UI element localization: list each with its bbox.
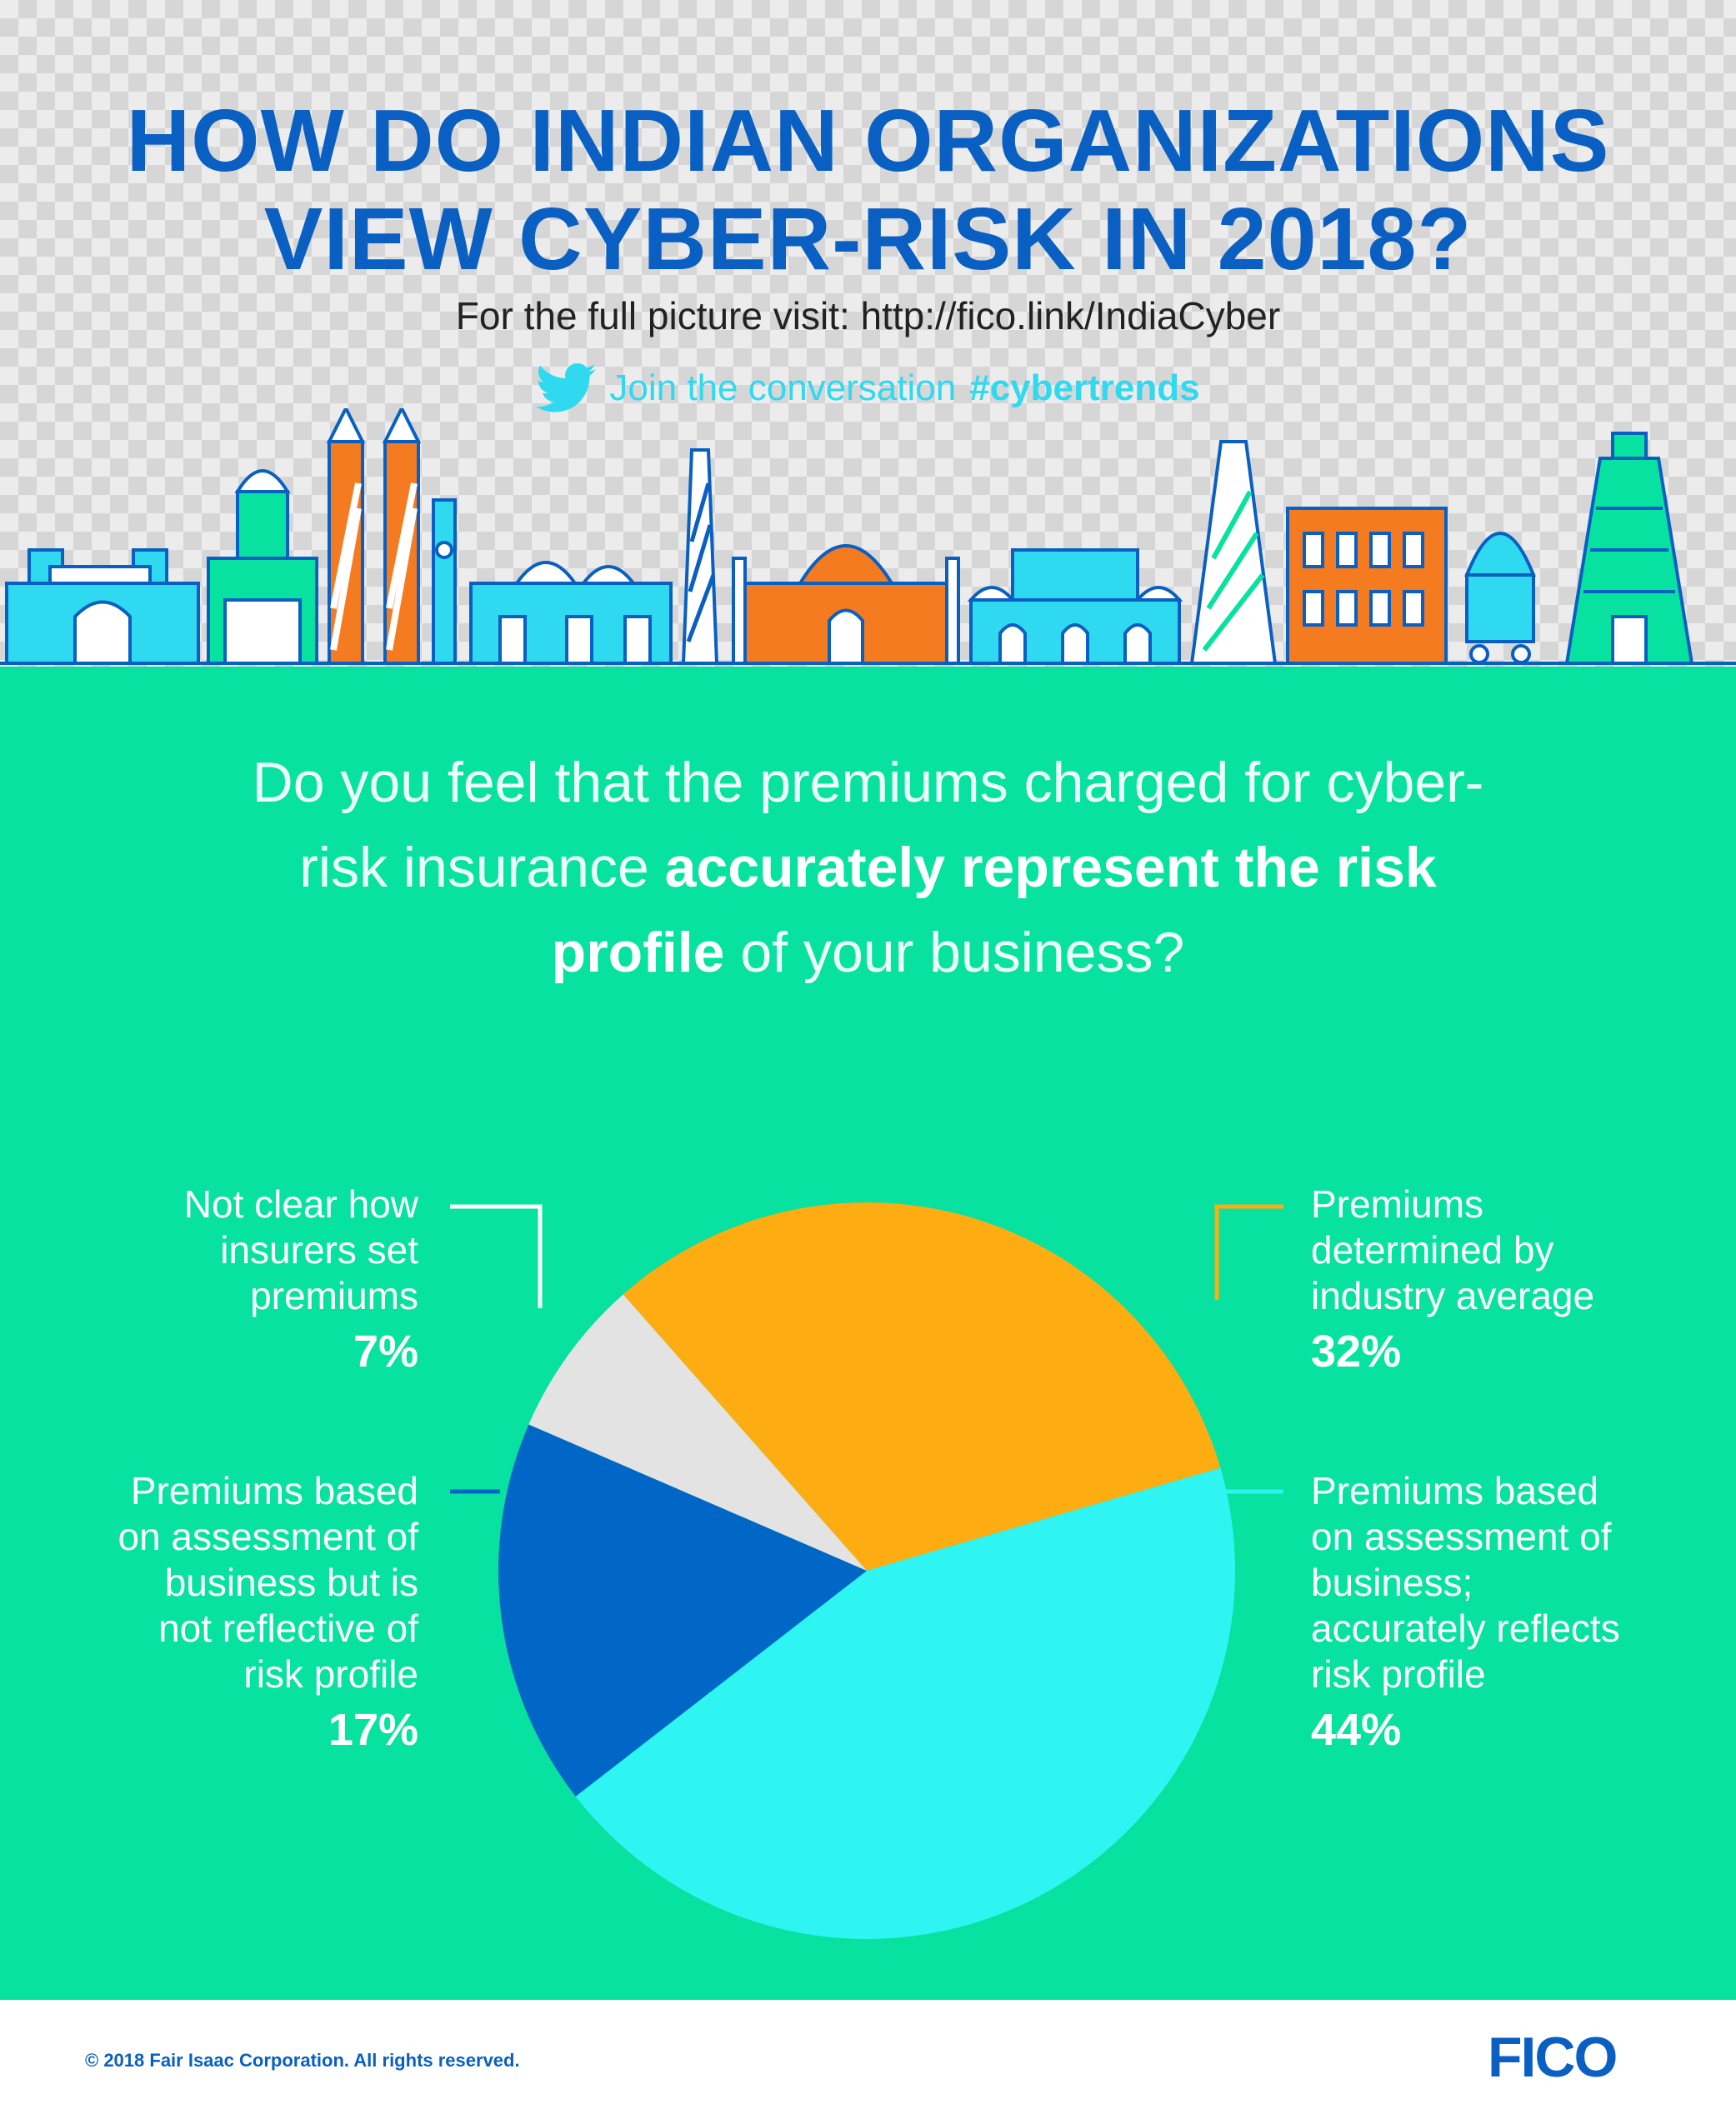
- question-part-1: Do you feel that the premiums charged fo…: [252, 751, 1484, 899]
- lattice-tower-icon: [1189, 440, 1278, 665]
- pie-slice-not-clear: [528, 1294, 867, 1571]
- gateway-of-india-icon: [5, 548, 200, 665]
- footer: © 2018 Fair Isaac Corporation. All right…: [0, 2000, 1736, 2109]
- page-title: HOW DO INDIAN ORGANIZATIONS VIEW CYBER-R…: [0, 92, 1736, 288]
- label-not-clear: Not clear how insurers set premiums 7%: [83, 1182, 418, 1381]
- label-not-reflective-text: Premiums based on assessment of business…: [118, 1469, 418, 1696]
- survey-question: Do you feel that the premiums charged fo…: [208, 740, 1528, 995]
- twin-towers-icon: [326, 408, 422, 665]
- copyright-text: © 2018 Fair Isaac Corporation. All right…: [85, 2050, 520, 2071]
- social-text: Join the conversation: [609, 367, 957, 408]
- stone-chariot-icon: [1464, 532, 1536, 664]
- pie-slice-accurately-reflects: [575, 1467, 1235, 1939]
- label-not-clear-pct: 7%: [353, 1327, 418, 1377]
- pie-slice-industry-average: [623, 1202, 1221, 1571]
- leader-line-not-clear: [450, 1204, 543, 1308]
- mysore-palace-icon: [967, 548, 1183, 665]
- question-part-2: of your business?: [724, 921, 1185, 984]
- title-line-2: VIEW CYBER-RISK IN 2018?: [263, 190, 1473, 288]
- label-not-reflective: Premiums based on assessment of business…: [50, 1468, 418, 1759]
- pie-chart: [450, 1202, 1283, 1939]
- palace-icon: [469, 561, 673, 665]
- label-accurately-reflects: Premiums based on assessment of business…: [1311, 1468, 1694, 1759]
- label-industry-average: Premiums determined by industry average …: [1311, 1182, 1678, 1381]
- label-not-reflective-pct: 17%: [328, 1705, 418, 1755]
- main-section: Do you feel that the premiums charged fo…: [0, 667, 1736, 2000]
- label-industry-average-pct: 32%: [1311, 1327, 1402, 1377]
- question-bold: accurately represent the risk profile: [551, 836, 1437, 984]
- leader-line-industry-average: [1214, 1204, 1283, 1300]
- temple-gopuram-icon: [1564, 432, 1694, 665]
- label-not-clear-text: Not clear how insurers set premiums: [183, 1182, 418, 1317]
- hashtag-link[interactable]: #cybertrends: [969, 367, 1200, 408]
- clock-tower-icon: [432, 498, 457, 665]
- header-section: HOW DO INDIAN ORGANIZATIONS VIEW CYBER-R…: [0, 0, 1736, 667]
- title-line-1: HOW DO INDIAN ORGANIZATIONS: [126, 92, 1610, 190]
- municipal-building-icon: [207, 469, 318, 665]
- label-accurately-reflects-text: Premiums based on assessment of business…: [1311, 1469, 1620, 1696]
- taj-mahal-icon: [732, 544, 960, 665]
- social-row: Join the conversation #cybertrends: [0, 363, 1736, 413]
- subtitle-url-text: For the full picture visit: http://fico.…: [455, 294, 1281, 337]
- label-accurately-reflects-pct: 44%: [1311, 1705, 1402, 1755]
- label-industry-average-text: Premiums determined by industry average: [1311, 1182, 1595, 1317]
- fico-logo: FICO: [1488, 2026, 1618, 2089]
- heritage-building-icon: [1286, 507, 1448, 665]
- twitter-bird-icon: [536, 363, 597, 412]
- skyline-illustration: [0, 408, 1736, 665]
- pie-slice-not-reflective: [498, 1424, 867, 1797]
